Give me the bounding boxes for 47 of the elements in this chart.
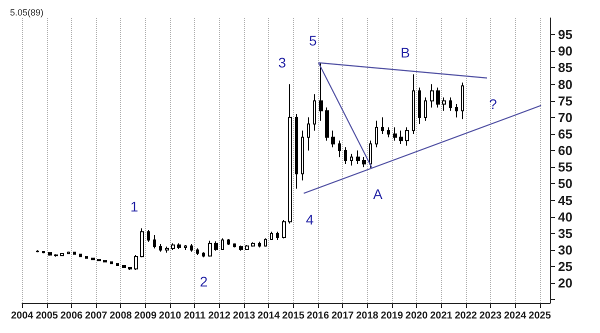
x-tick-label: 2013 <box>232 310 256 322</box>
x-tick-label: 2018 <box>356 310 379 322</box>
x-tick-label: 2012 <box>208 310 231 322</box>
x-tick-label: 2015 <box>282 310 305 322</box>
y-tick-label: 20 <box>558 276 572 291</box>
x-tick-label: 2023 <box>479 310 502 322</box>
y-tick-label: 75 <box>558 93 572 108</box>
y-tick-label: 65 <box>558 126 572 142</box>
annotation: 2 <box>200 273 208 290</box>
x-tick-label: 2008 <box>110 310 132 322</box>
annotation: A <box>373 186 384 202</box>
x-tick-label: 2016 <box>306 310 330 322</box>
x-tick-label: 2019 <box>380 310 404 322</box>
annotation: 1 <box>130 198 138 214</box>
text: 5.05(89) <box>10 8 44 18</box>
x-tick-label: 2006 <box>60 310 84 322</box>
y-tick-label: 55 <box>558 160 572 175</box>
x-tick-label: 2011 <box>184 310 206 322</box>
y-tick-label: 25 <box>558 259 572 274</box>
y-tick-label: 95 <box>558 27 572 42</box>
annotation: 5 <box>309 32 318 49</box>
x-tick-label: 2005 <box>36 310 58 322</box>
y-tick-label: 85 <box>558 60 572 76</box>
y-tick-label: 90 <box>558 44 572 59</box>
annotation: 4 <box>306 211 314 228</box>
x-tick-label: 2017 <box>331 310 354 322</box>
y-tick-label: 35 <box>558 226 572 241</box>
x-tick-label: 2025 <box>528 310 552 322</box>
y-tick-label: 70 <box>558 110 572 125</box>
annotation: ? <box>489 96 498 112</box>
y-tick-label: 40 <box>558 209 572 224</box>
y-tick-label: 80 <box>558 76 572 92</box>
annotation: 3 <box>278 54 286 70</box>
y-tick-label: 50 <box>558 176 572 192</box>
x-tick-label: 2014 <box>258 310 280 322</box>
x-tick-label: 2007 <box>84 310 108 322</box>
x-tick-label: 2009 <box>134 310 157 322</box>
x-tick-label: 2022 <box>454 310 478 322</box>
y-tick-label: 45 <box>558 192 572 208</box>
x-tick-label: 2010 <box>158 310 182 322</box>
x-tick-label: 2021 <box>430 310 453 322</box>
annotation: B <box>400 44 410 60</box>
y-tick-label: 60 <box>558 143 572 158</box>
x-tick-label: 2024 <box>504 310 527 322</box>
x-tick-label: 2004 <box>11 310 34 322</box>
y-tick-label: 30 <box>558 242 572 258</box>
x-tick-label: 2020 <box>405 310 428 322</box>
